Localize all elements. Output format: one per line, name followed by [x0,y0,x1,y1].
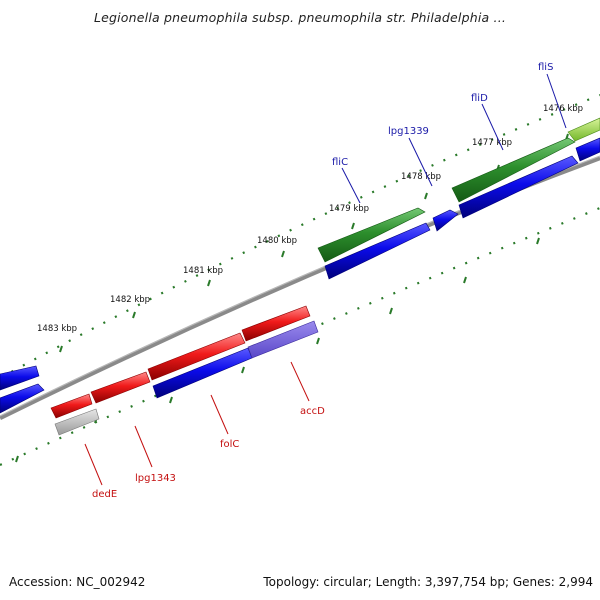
gene-left-2[interactable] [0,383,45,414]
label-folC[interactable]: folC [220,439,239,450]
genome-summary: Topology: circular; Length: 3,397,754 bp… [263,575,593,589]
label-dedE[interactable]: dedE [92,489,117,500]
gene-fliC[interactable] [324,222,431,280]
tick-label-1483: 1483 kbp [37,324,77,334]
tick-label-1478: 1478 kbp [401,172,441,182]
leader-lpg1343 [134,425,153,468]
cds-folC[interactable] [147,332,246,381]
tick-label-1481: 1481 kbp [183,266,223,276]
cds-dedE[interactable] [50,393,93,419]
label-fliD[interactable]: fliD [471,93,488,104]
label-fliC[interactable]: fliC [332,157,348,168]
label-fliS[interactable]: fliS [538,62,553,73]
gene-lpg1339[interactable] [432,209,459,232]
label-accD[interactable]: accD [300,406,325,417]
gene-fliD[interactable] [458,155,579,219]
cds-accD[interactable] [241,305,311,342]
tick-label-1480: 1480 kbp [257,236,297,246]
cds-lpg1343[interactable] [90,371,151,404]
outer-tick-ring [0,93,600,379]
leader-dedE [84,443,103,486]
gene-left-1[interactable] [0,365,40,391]
gene-dedE[interactable] [54,408,100,436]
label-lpg1339[interactable]: lpg1339 [388,126,429,137]
inner-tick-ring [0,206,600,467]
cds-fliC[interactable] [317,207,426,263]
tick-label-1476: 1476 kbp [543,104,583,114]
leader-fliS [546,73,567,129]
label-lpg1343[interactable]: lpg1343 [135,473,176,484]
leader-accD [290,361,310,402]
leader-folC [210,394,229,435]
map-title: Legionella pneumophila subsp. pneumophil… [93,10,507,25]
accession-label: Accession: NC_002942 [9,575,146,589]
leader-fliC [341,167,361,204]
cds-fliS[interactable] [567,117,600,142]
tick-label-1479: 1479 kbp [329,204,369,214]
genome-backbone [0,155,600,421]
cds-fliD[interactable] [451,137,576,203]
gene-fliS[interactable] [575,137,600,162]
leader-lpg1339 [408,137,433,187]
leader-fliD [481,103,504,151]
gene-accD[interactable] [247,320,319,359]
tick-label-1477: 1477 kbp [472,138,512,148]
tick-label-1482: 1482 kbp [110,295,150,305]
major-ticks [15,133,569,463]
